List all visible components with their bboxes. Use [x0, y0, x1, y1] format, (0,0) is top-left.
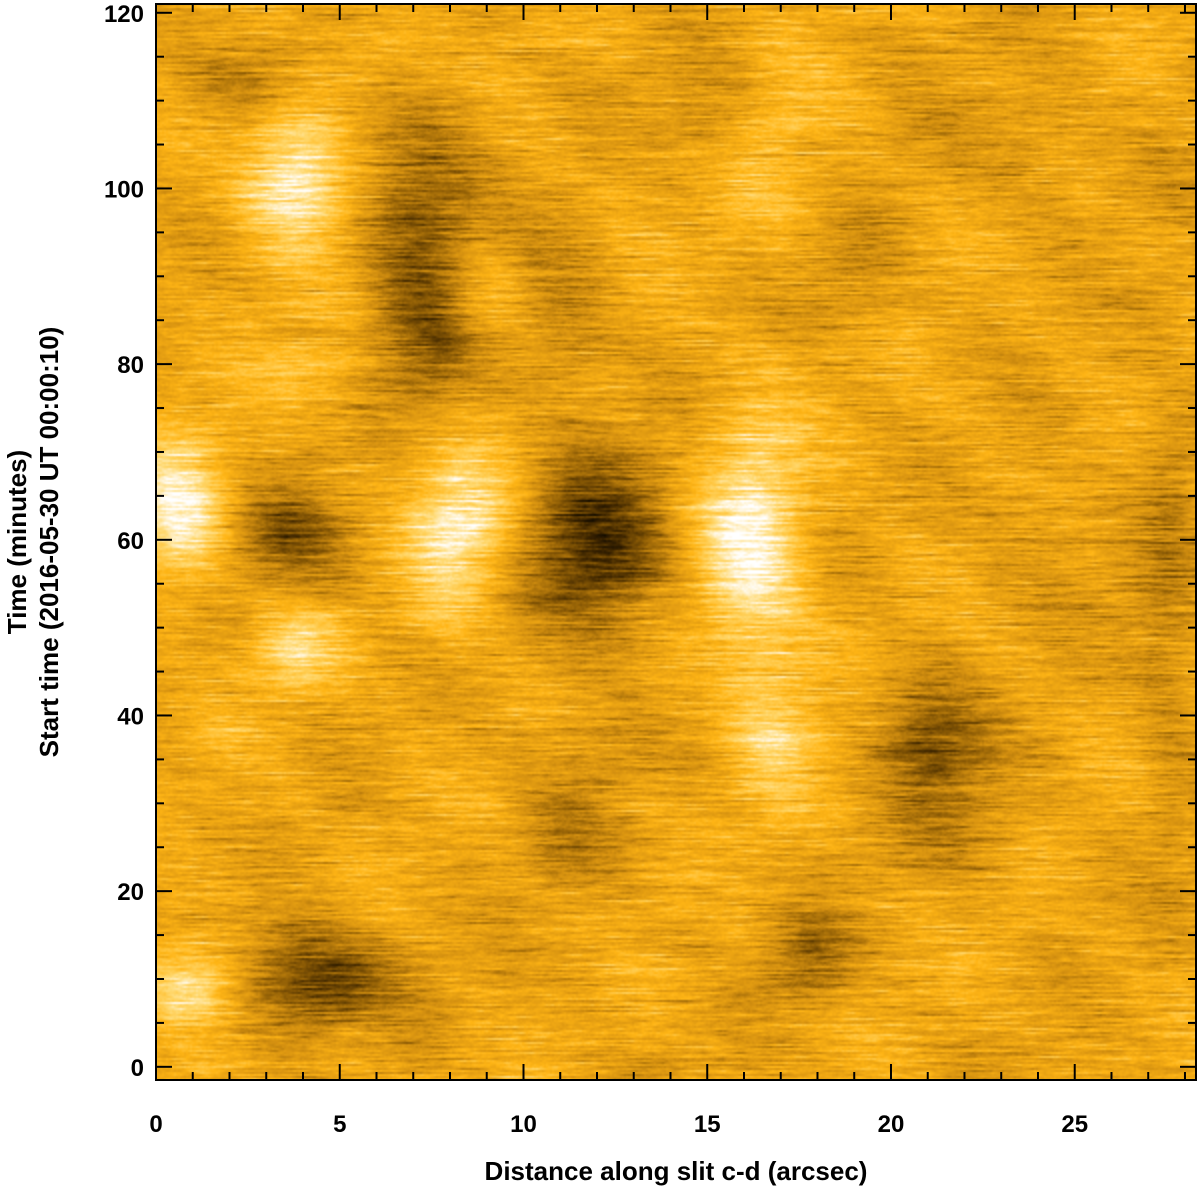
x-axis-ticks: [155, 4, 1186, 1080]
y-tick-label: 60: [117, 528, 144, 555]
y-axis-ticks: [156, 11, 1196, 1068]
x-tick-label: 25: [1061, 1111, 1088, 1138]
x-axis-tick-labels: 0 5 10 15 20 25: [149, 1111, 1088, 1138]
y-tick-label: 100: [104, 176, 144, 203]
x-tick-label: 5: [333, 1111, 346, 1138]
x-tick-label: 0: [149, 1111, 162, 1138]
x-tick-label: 10: [510, 1111, 537, 1138]
y-tick-label: 40: [117, 703, 144, 730]
heatmap-image: [156, 4, 1196, 1080]
x-axis-label: Distance along slit c-d (arcsec): [485, 1156, 868, 1186]
plot-frame: [155, 3, 1197, 1081]
x-tick-label: 15: [694, 1111, 721, 1138]
x-tick-label: 20: [878, 1111, 905, 1138]
y-tick-label: 0: [131, 1055, 144, 1082]
y-tick-label: 80: [117, 352, 144, 379]
y-axis-label-line1: Time (minutes): [2, 450, 32, 634]
y-axis-tick-labels: 0 20 40 60 80 100 120: [104, 1, 144, 1082]
heatmap-image-container: [156, 4, 1196, 1080]
y-tick-label: 120: [104, 1, 144, 28]
y-axis-label-line2: Start time (2016-05-30 UT 00:00:10): [34, 327, 64, 758]
y-tick-label: 20: [117, 879, 144, 906]
